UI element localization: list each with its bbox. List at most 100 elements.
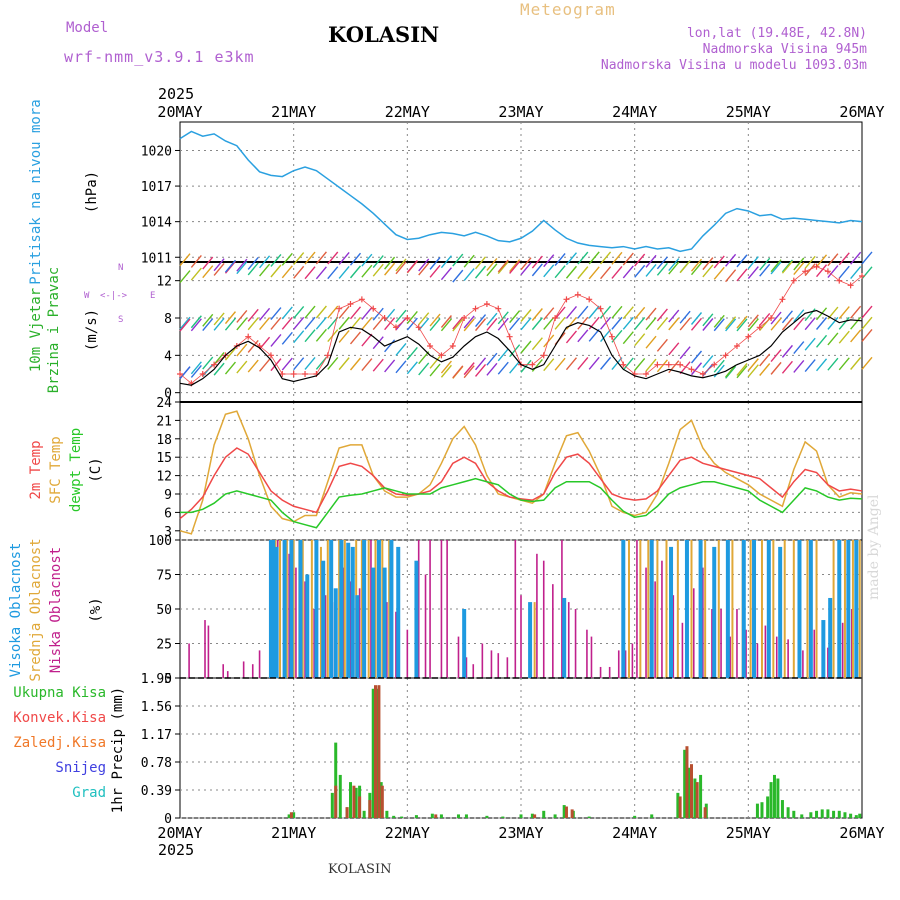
- cloud-mid-bar: [381, 540, 384, 678]
- wind-barb: [384, 359, 396, 373]
- wind-barb: [736, 365, 748, 379]
- wind-barb: [463, 365, 475, 379]
- cloud-mid-bar: [858, 540, 861, 678]
- wind-barb: [725, 316, 737, 330]
- wind-barb: [827, 332, 839, 346]
- wind-barb: [520, 317, 532, 331]
- wind-barb: [474, 364, 487, 377]
- wind-barb: [543, 307, 555, 321]
- precip-total-bar: [633, 815, 637, 818]
- wind-barb: [236, 360, 248, 374]
- precip-legend-label: Zaledj.Kisa: [13, 735, 106, 751]
- y-tick-label: 1014: [141, 216, 172, 231]
- cloud-high-bar: [371, 567, 376, 678]
- wind-barb: [509, 317, 521, 331]
- y-tick-label: 0: [164, 812, 172, 827]
- wind-barb: [622, 331, 634, 345]
- wind-barb: [759, 353, 771, 367]
- wind-barb: [213, 362, 225, 376]
- wind-barb: [668, 261, 680, 275]
- cloud-mid-bar: [851, 540, 854, 678]
- cloud-high-bar: [725, 540, 730, 678]
- time-label-bottom: 20MAY: [157, 824, 202, 842]
- precip-total-bar: [587, 816, 591, 818]
- wind-barb: [861, 251, 873, 265]
- precip-conv-bar: [334, 785, 338, 818]
- wind-barb: [327, 266, 339, 280]
- time-label-bottom: 21MAY: [271, 824, 316, 842]
- wind-barb: [600, 316, 612, 330]
- wind-barb: [190, 361, 202, 375]
- wind-barb: [395, 309, 407, 323]
- cloud-low-bar: [787, 639, 789, 678]
- wind-barb: [713, 266, 725, 280]
- cloud-low-bar: [567, 602, 570, 678]
- precip-total-bar: [430, 813, 434, 818]
- precip-total-bar: [553, 814, 557, 818]
- wind-barb: [861, 316, 873, 330]
- cloud-high-bar: [355, 595, 360, 678]
- wind-barb: [850, 329, 862, 343]
- wind-barb: [565, 252, 578, 266]
- wind-barb: [440, 364, 452, 378]
- wind-barb: [702, 318, 714, 331]
- wind-barb: [713, 364, 725, 378]
- wind-barb: [236, 343, 248, 357]
- cloud-low-bar: [672, 595, 675, 678]
- wind-barb: [406, 310, 418, 324]
- wind-barb: [861, 266, 873, 280]
- cloud-low-bar: [490, 650, 493, 678]
- cloud-high-bar: [282, 540, 287, 678]
- wind-barb: [645, 254, 657, 268]
- wind-barb: [395, 342, 407, 356]
- wind-barb: [247, 359, 259, 373]
- cloud-low-bar: [349, 581, 352, 678]
- wind-barb: [634, 333, 646, 347]
- cloud-low-bar: [711, 609, 713, 678]
- precip-conv-bar: [685, 746, 689, 818]
- cloud-high-bar: [698, 540, 703, 678]
- precip-total-bar: [755, 803, 759, 818]
- cloud-low-bar: [514, 540, 517, 678]
- cloud-low-bar: [395, 611, 397, 678]
- wind-barb: [418, 258, 430, 272]
- wind-barb: [224, 347, 237, 361]
- wind-barb: [634, 264, 646, 278]
- wind-barb: [259, 263, 271, 277]
- wind-barb: [622, 306, 634, 320]
- wind-barb: [554, 357, 566, 371]
- wind-barb: [645, 263, 657, 277]
- cloud-high-bar: [752, 540, 757, 678]
- cloud-low-bar: [457, 636, 460, 678]
- wind-barb: [497, 261, 509, 275]
- precip-conv-bar: [377, 685, 381, 818]
- wind-barb: [531, 308, 543, 321]
- y-tick-label: 1017: [141, 180, 172, 195]
- wind-barb: [361, 253, 373, 267]
- wind-barb: [463, 268, 475, 281]
- cloud-low-bar: [226, 671, 229, 678]
- cloud-mid-bar: [360, 540, 363, 678]
- wind-barb: [338, 265, 350, 279]
- wind-barb: [418, 262, 430, 276]
- wind-barb: [327, 305, 339, 319]
- cloud-mid-bar: [343, 540, 346, 678]
- wind-barb: [838, 306, 850, 319]
- wind-barb: [497, 348, 509, 362]
- wind-barb: [440, 315, 452, 328]
- wind-barb: [452, 316, 464, 330]
- wind-barb: [781, 310, 793, 324]
- wind-barb: [838, 265, 850, 279]
- cloud-low-axis-label: Niska Oblacnost: [48, 547, 64, 673]
- precip-conv-bar: [368, 800, 372, 818]
- wind-barb: [725, 253, 737, 267]
- wind-barb: [281, 306, 293, 320]
- cloud-low-bar: [645, 567, 647, 678]
- wind-barb: [338, 330, 350, 343]
- precip-total-bar: [501, 816, 505, 818]
- cloud-low-bar: [242, 661, 245, 678]
- t2m-line: [179, 447, 863, 520]
- precip-total-bar: [439, 814, 443, 818]
- wind-barb: [850, 251, 862, 265]
- cloud-low-bar: [207, 625, 210, 678]
